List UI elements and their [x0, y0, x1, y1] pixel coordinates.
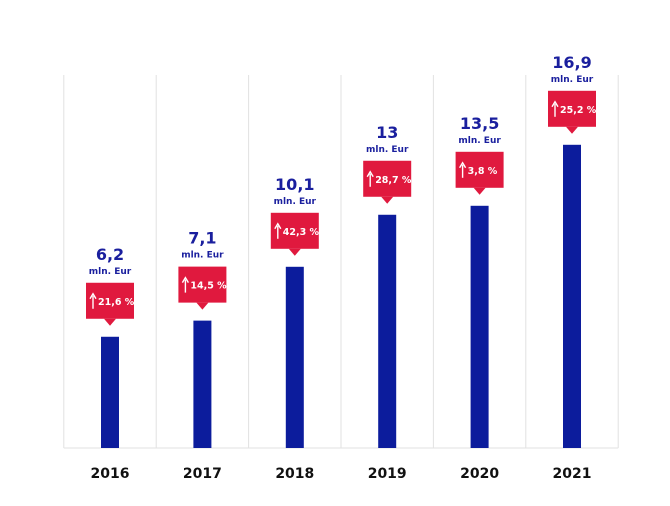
arrow-up-icon-head — [366, 170, 374, 178]
x-tick-label: 2017 — [183, 466, 222, 482]
growth-label: 28,7 % — [375, 175, 412, 186]
arrow-up-icon-head — [274, 222, 282, 230]
value-label: 10,1 — [275, 175, 314, 194]
growth-label: 25,2 % — [560, 105, 597, 116]
value-label: 13,5 — [460, 114, 499, 133]
value-label: 6,2 — [96, 245, 124, 264]
growth-badge-pointer — [196, 302, 209, 310]
unit-label: mln. Eur — [274, 197, 317, 207]
unit-label: mln. Eur — [366, 145, 409, 155]
x-tick-label: 2019 — [368, 466, 407, 482]
value-label: 13 — [376, 123, 398, 142]
growth-label: 21,6 % — [98, 297, 135, 308]
x-tick-label: 2020 — [460, 466, 499, 482]
bar-2018 — [285, 266, 304, 448]
growth-badge-pointer — [288, 248, 301, 256]
bar-2017 — [193, 320, 212, 448]
arrow-up-icon-head — [89, 292, 97, 300]
arrow-up-icon-head — [458, 161, 467, 169]
growth-badge — [455, 151, 504, 188]
unit-label: mln. Eur — [551, 75, 594, 85]
growth-badge — [548, 90, 596, 127]
bar-2021 — [563, 144, 581, 448]
x-tick-label: 2016 — [91, 466, 130, 482]
unit-label: mln. Eur — [458, 136, 501, 146]
arrow-up-icon-head — [551, 100, 559, 108]
value-label: 7,1 — [188, 229, 216, 248]
bar-2019 — [378, 214, 397, 448]
x-tick-label: 2021 — [553, 466, 592, 482]
value-label: 16,9 — [552, 53, 591, 72]
growth-badge — [363, 160, 412, 197]
growth-label: 14,5 % — [190, 281, 227, 292]
growth-label: 42,3 % — [283, 227, 320, 238]
growth-badge — [178, 266, 227, 303]
growth-badge-pointer — [473, 187, 486, 195]
growth-badge-pointer — [566, 126, 578, 134]
growth-badge-pointer — [104, 318, 116, 326]
growth-badge — [270, 212, 319, 249]
growth-label: 3,8 % — [468, 166, 498, 177]
x-tick-label: 2018 — [275, 466, 314, 482]
growth-badge — [86, 282, 134, 319]
growth-badge-pointer — [381, 196, 394, 204]
unit-label: mln. Eur — [181, 251, 224, 261]
unit-label: mln. Eur — [89, 267, 132, 277]
arrow-up-icon-head — [181, 276, 190, 283]
bar-2020 — [470, 205, 489, 448]
bar-2016 — [101, 336, 119, 448]
